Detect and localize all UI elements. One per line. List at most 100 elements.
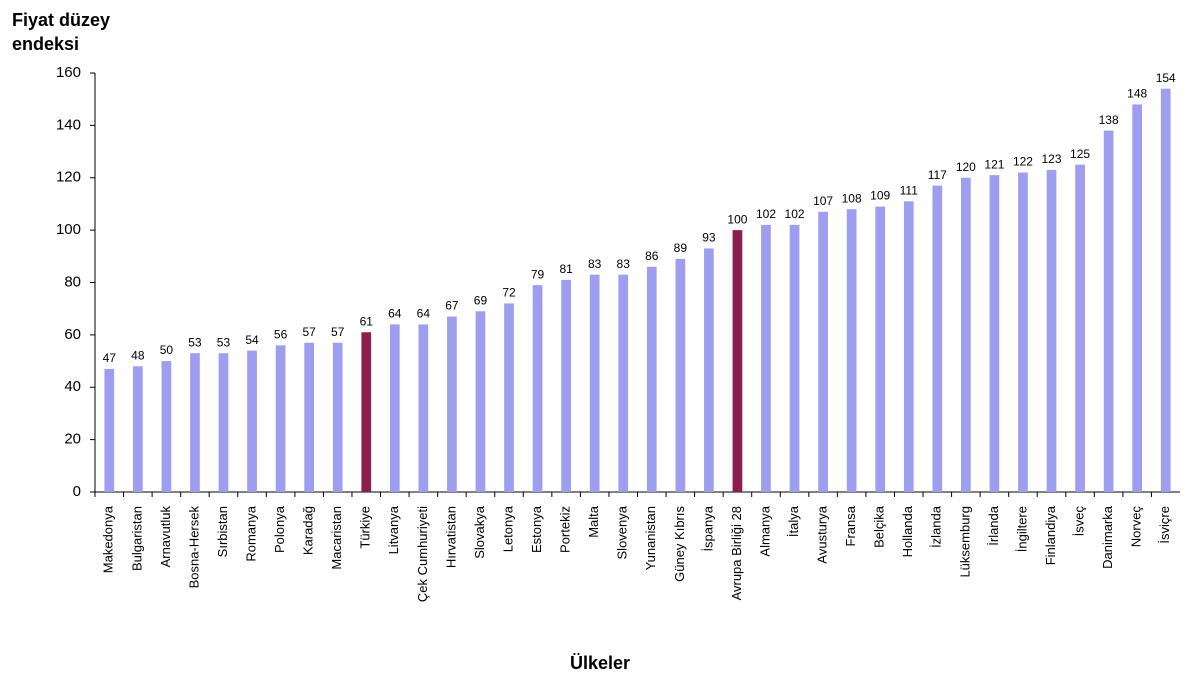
x-tick-label: Litvanya: [386, 505, 401, 554]
x-tick-label: Arnavutluk: [158, 506, 173, 568]
bar: [504, 303, 514, 492]
value-label: 79: [531, 267, 545, 281]
x-tick-label: Fransa: [843, 505, 858, 546]
value-label: 138: [1099, 113, 1119, 127]
x-tick-label: Makedonya: [101, 505, 116, 573]
bar: [875, 206, 886, 492]
bar: [1046, 169, 1057, 493]
value-label: 53: [188, 335, 202, 349]
bar: [532, 285, 543, 492]
x-tick-label: Hollanda: [900, 505, 915, 557]
value-label: 57: [302, 325, 316, 339]
x-tick-label: Hırvatistan: [443, 506, 458, 568]
bar: [332, 342, 343, 492]
value-label: 122: [1013, 155, 1033, 169]
bar: [1160, 88, 1171, 493]
value-label: 89: [674, 241, 688, 255]
x-tick-label: Romanya: [243, 505, 258, 561]
x-tick-label: İtalya: [786, 505, 801, 537]
value-label: 47: [103, 351, 117, 365]
x-tick-label: Polonya: [272, 505, 287, 553]
x-tick-label: Karadağ: [301, 506, 316, 555]
x-tick-label: Malta: [586, 505, 601, 538]
value-label: 154: [1156, 71, 1176, 85]
bar: [989, 175, 1000, 492]
y-axis-title: Fiyat düzey endeksi: [12, 10, 111, 54]
value-label: 108: [842, 191, 862, 205]
x-tick-label: İzlanda: [929, 505, 944, 548]
x-tick-label: Slovenya: [615, 505, 630, 559]
value-label: 81: [559, 262, 573, 276]
value-label: 148: [1127, 87, 1147, 101]
x-tick-label: Estonya: [529, 505, 544, 553]
x-tick-label: Çek Cumhuriyeti: [415, 506, 430, 602]
y-tick-label: 160: [56, 64, 81, 81]
y-tick-label: 0: [73, 483, 81, 500]
x-tick-label: Bosna-Hersek: [186, 506, 201, 589]
y-tick-label: 40: [64, 378, 81, 395]
bar: [132, 366, 143, 492]
value-label: 100: [727, 212, 747, 226]
value-label: 61: [360, 314, 374, 328]
value-label: 67: [445, 299, 459, 313]
bar: [1132, 104, 1143, 493]
x-tick-label: Letonya: [500, 505, 515, 552]
bar: [618, 274, 629, 492]
x-tick-label: Yunanistan: [643, 506, 658, 570]
value-label: 69: [474, 293, 488, 307]
value-label: 123: [1041, 152, 1061, 166]
y-tick-label: 20: [64, 431, 81, 448]
bar: [761, 224, 771, 492]
bar: [190, 353, 200, 492]
value-label: 64: [417, 307, 431, 321]
x-tick-label: Macaristan: [329, 506, 344, 570]
x-tick-label: İspanya: [700, 505, 715, 551]
bar: [732, 230, 743, 492]
y-tick-label: 60: [64, 326, 81, 343]
bar: [932, 185, 943, 492]
x-tick-label: İngiltere: [1014, 506, 1029, 552]
bar: [675, 258, 686, 492]
bar: [846, 209, 857, 493]
value-label: 111: [900, 183, 919, 197]
x-tick-label: Portekiz: [558, 506, 573, 553]
value-label: 83: [617, 257, 631, 271]
bar: [561, 279, 571, 492]
value-label: 102: [785, 207, 805, 221]
bar: [475, 311, 486, 492]
x-tick-label: İsviçre: [1157, 506, 1172, 544]
y-tick-label: 120: [56, 169, 81, 186]
bar: [275, 345, 286, 492]
value-label: 83: [588, 257, 602, 271]
bar: [304, 342, 314, 492]
bar: [903, 201, 914, 492]
x-tick-label: Belçika: [872, 505, 887, 548]
x-tick-label: Almanya: [757, 505, 772, 556]
bar: [961, 177, 971, 492]
value-label: 121: [984, 157, 1004, 171]
y-tick-label: 140: [56, 116, 81, 133]
x-tick-label: Sırbistan: [215, 506, 230, 557]
x-tick-label: Bulgaristan: [129, 506, 144, 571]
x-tick-label: Finlandiya: [1043, 505, 1058, 565]
bar: [361, 332, 372, 492]
x-tick-label: Slovakya: [472, 505, 487, 559]
x-tick-label: İrlanda: [986, 505, 1001, 546]
bar: [704, 248, 714, 492]
value-label: 53: [217, 335, 231, 349]
bar: [389, 324, 400, 492]
value-label: 109: [870, 189, 890, 203]
bar: [161, 361, 172, 492]
value-label: 117: [928, 168, 947, 182]
bar: [104, 368, 115, 492]
x-axis-title: Ülkeler: [570, 653, 630, 673]
bar: [818, 211, 828, 492]
value-label: 125: [1070, 147, 1090, 161]
x-tick-label: Danimarka: [1100, 505, 1115, 569]
bar: [447, 316, 457, 492]
bar: [247, 350, 257, 492]
value-label: 56: [274, 328, 288, 342]
y-tick-label: 80: [64, 273, 81, 290]
value-label: 72: [502, 286, 516, 300]
